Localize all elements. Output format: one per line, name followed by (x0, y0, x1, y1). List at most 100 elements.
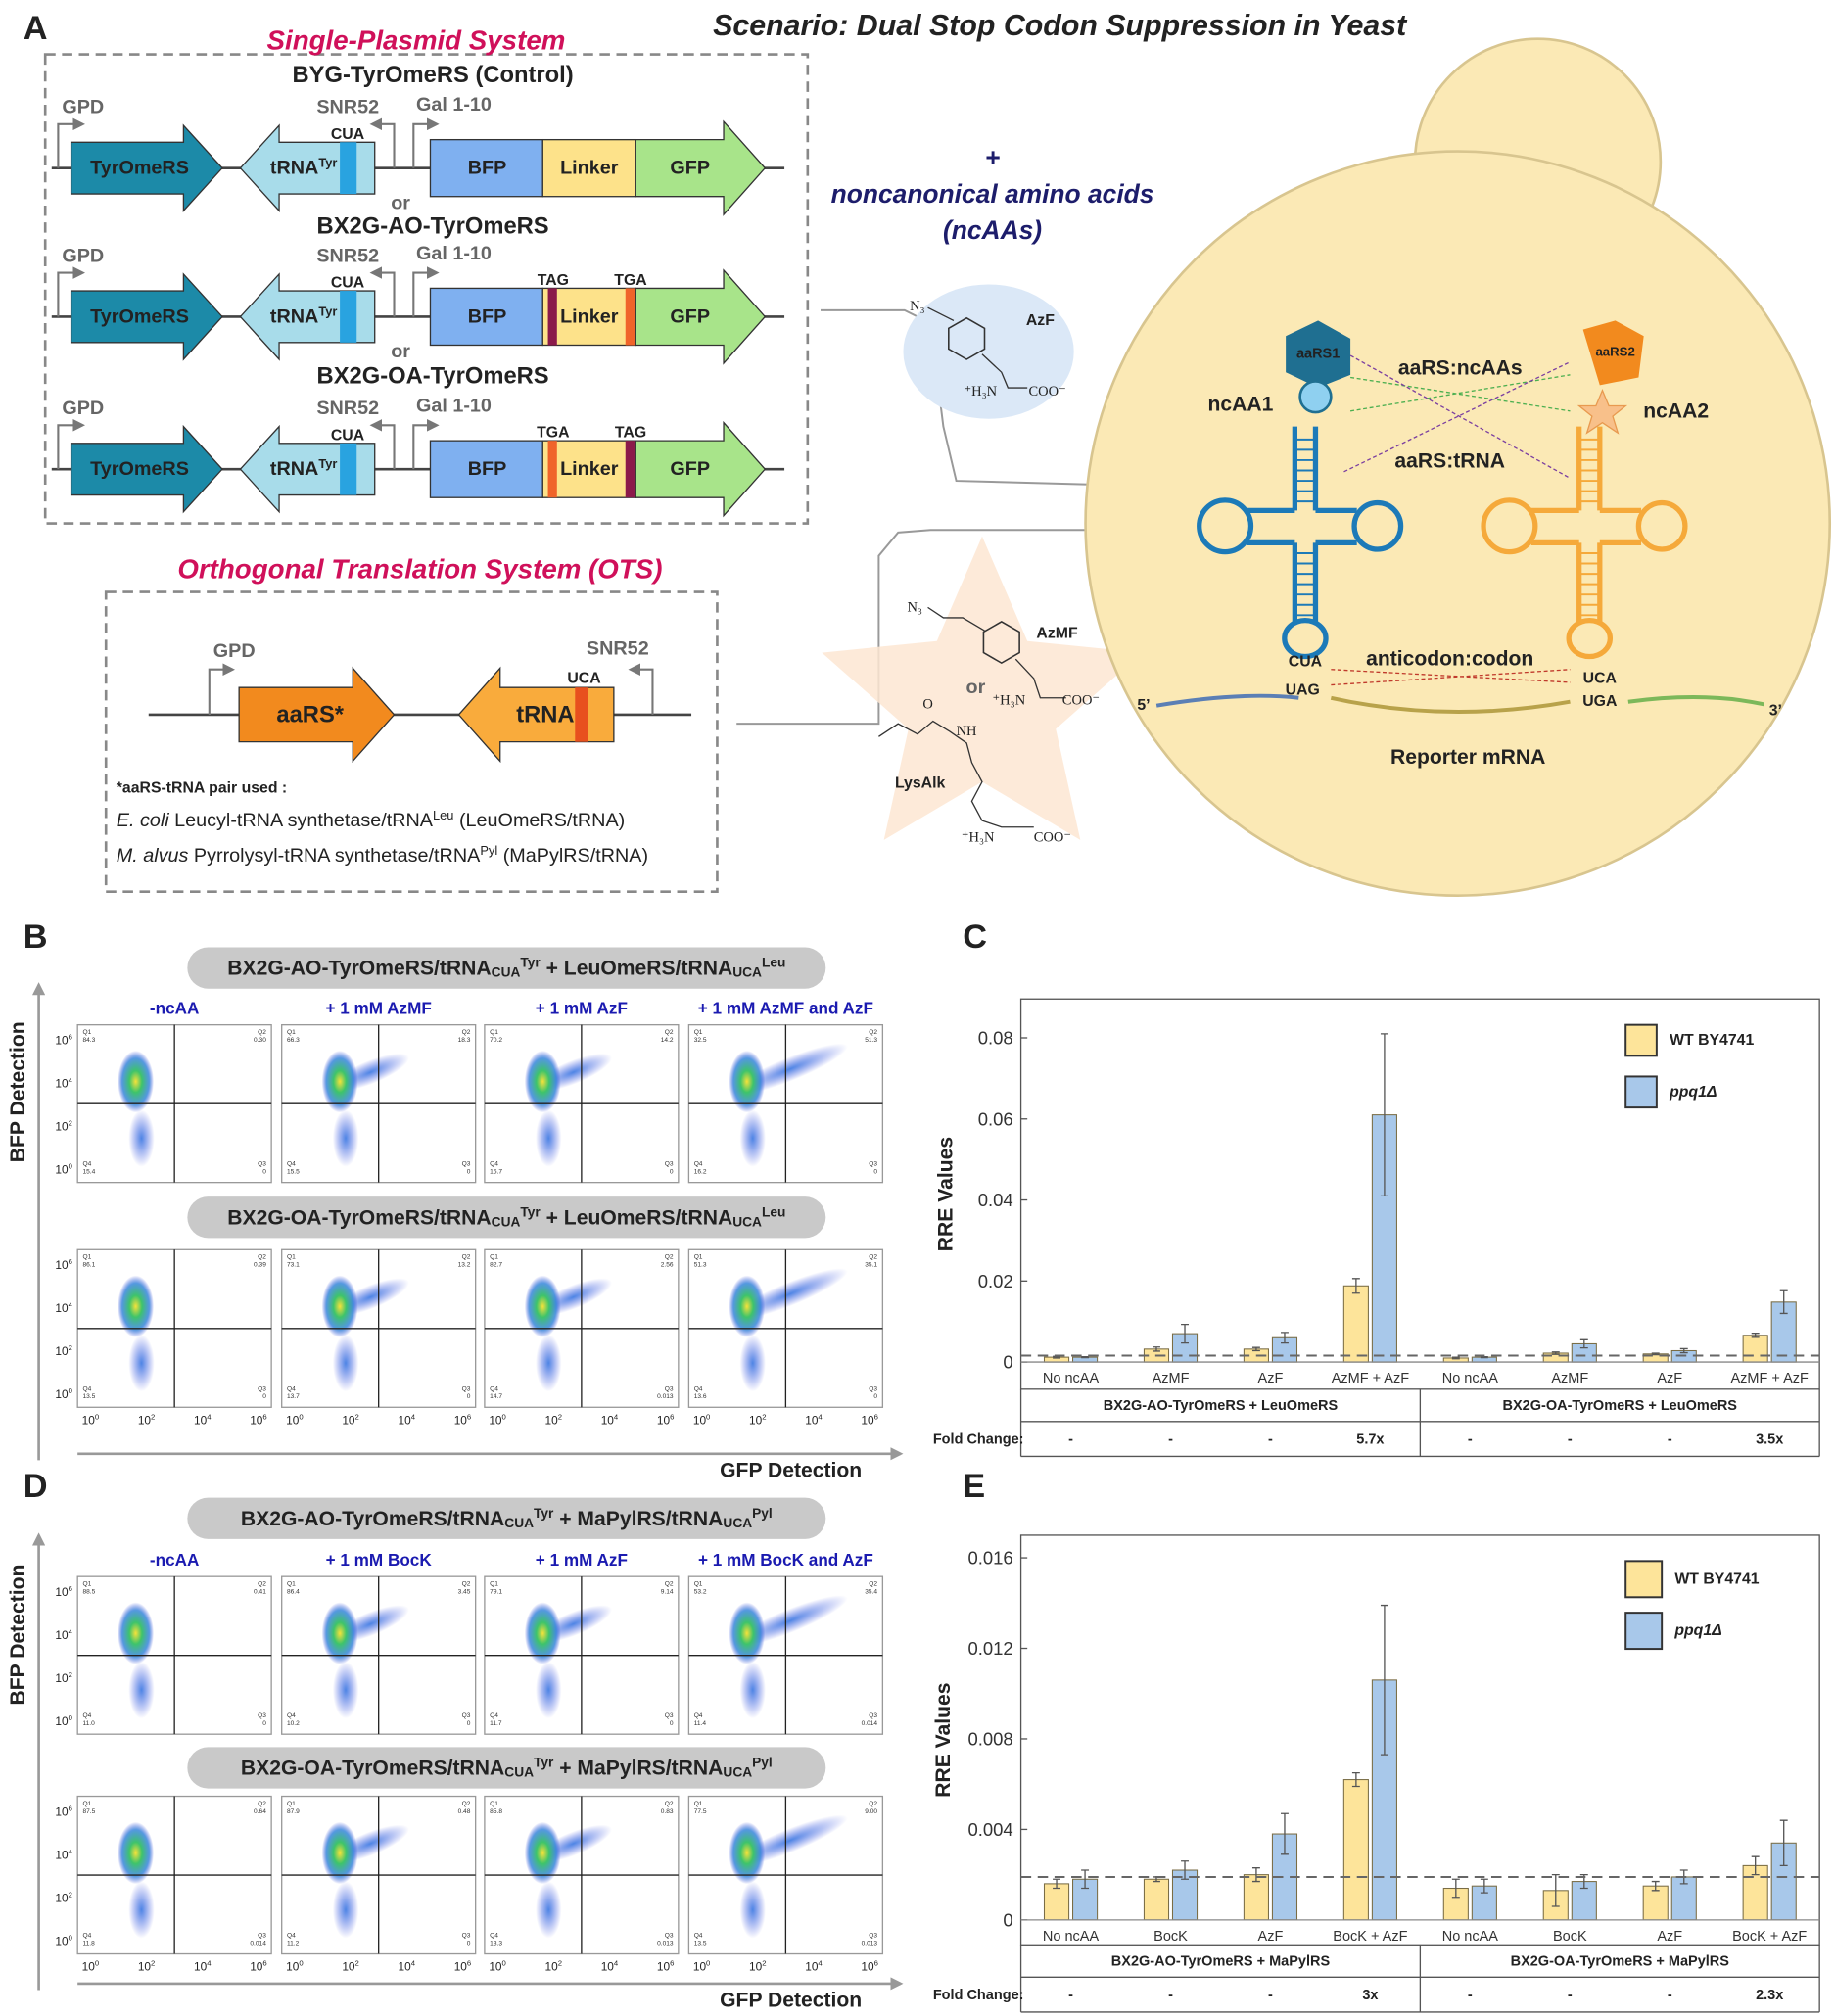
bar (1043, 1883, 1070, 1921)
quadrant-value: 73.1 (287, 1262, 300, 1269)
interaction (1343, 354, 1571, 479)
x-tick-label: 102 (749, 1959, 767, 1974)
pair-line: M. alvus Pyrrolysyl-tRNA synthetase/tRNA… (117, 843, 648, 867)
gene-label: GFP (670, 158, 710, 179)
quadrant-value: 0.83 (661, 1808, 674, 1815)
y-tick-label: 104 (55, 1848, 72, 1862)
plot-frame (1019, 998, 1820, 1390)
text-part: Leu (762, 1204, 785, 1219)
chem-label: ⁺H₃N (993, 692, 1026, 708)
error-bar (1053, 1878, 1060, 1890)
chem-label: N₃ (910, 299, 925, 314)
quadrant-value: 11.0 (82, 1720, 95, 1727)
x-tick-label: 100 (286, 1413, 304, 1428)
error-bar (1451, 1356, 1460, 1360)
trna-stem (1292, 426, 1319, 624)
quadrant-name: Q1 (490, 1801, 498, 1807)
text-part: 6 (69, 1257, 72, 1266)
mrna (1330, 695, 1571, 714)
quadrant-name: Q3 (462, 1933, 471, 1940)
quadrant-value: 85.8 (490, 1808, 502, 1815)
cell-label: ncAA2 (1643, 399, 1709, 422)
anticodon-label: UCA (1583, 670, 1618, 686)
quadrant-value: 14.7 (490, 1393, 502, 1400)
quadrant-name: Q2 (462, 1254, 471, 1261)
x-tick-label: 100 (82, 1959, 100, 1974)
text-part: E. coli (117, 810, 169, 831)
quadrant-name: Q4 (694, 1712, 703, 1719)
ring (982, 620, 1020, 665)
plasmid-box (43, 53, 810, 525)
text-part: 0 (502, 1413, 506, 1422)
legend-swatch (1624, 1023, 1658, 1057)
molecule-name: LysAlk (895, 774, 946, 791)
column-header: + 1 mM AzMF and AzF (698, 999, 873, 1018)
text-part: 0 (69, 1162, 72, 1171)
cell-cloud (321, 1275, 358, 1337)
x-tick-label: 100 (693, 1413, 711, 1428)
quadrant-value: 9.14 (661, 1589, 674, 1596)
promoter-arrow (412, 418, 440, 470)
text-part: Pyl (752, 1755, 773, 1769)
text-part: 10 (805, 1960, 819, 1974)
cell-cloud (128, 1881, 155, 1939)
promoter-label: SNR52 (316, 398, 379, 419)
text-part: 6 (670, 1959, 674, 1968)
quadrant-name: Q4 (694, 1385, 703, 1392)
construct-name: BX2G-OA-TyrOmeRS (317, 363, 549, 390)
chem-label: O (922, 696, 932, 712)
axis-label: GFP Detection (720, 1459, 862, 1481)
legend-label: ppq1Δ (1673, 1622, 1721, 1639)
quadrant-value: 77.5 (694, 1808, 707, 1815)
x-tick-label: No ncAA (1043, 1371, 1100, 1386)
quadrant-name: Q1 (287, 1801, 296, 1807)
molecule-name: AzMF (1036, 625, 1078, 641)
text-part: 2 (355, 1413, 359, 1422)
quadrant-value: 53.2 (694, 1589, 707, 1596)
text-part: tRNA (270, 458, 318, 480)
legend-swatch (1624, 1075, 1658, 1109)
anticodon-band (340, 291, 357, 343)
x-tick-label: 104 (805, 1959, 823, 1974)
error-bar (1181, 1323, 1189, 1344)
text-part: 2 (762, 1413, 766, 1422)
text-part: 10 (55, 1805, 69, 1818)
text-part: 4 (614, 1959, 619, 1968)
row-title: BX2G-OA-TyrOmeRS/tRNACUATyr + MaPylRS/tR… (241, 1755, 773, 1779)
bond (981, 353, 1028, 389)
panel-letter: C (963, 918, 987, 956)
chem-label: COO⁻ (1034, 829, 1071, 845)
quadrant-name: Q3 (665, 1385, 674, 1392)
cell-cloud (332, 1881, 359, 1939)
cell-cloud (739, 1662, 766, 1719)
title-pill (187, 1747, 826, 1789)
y-tick-label: 100 (55, 1162, 72, 1177)
quadrant-name: Q4 (694, 1933, 703, 1940)
gene-label: tRNATyr (270, 156, 338, 179)
text-part: 10 (657, 1960, 671, 1974)
column-header: + 1 mM AzMF (325, 999, 431, 1018)
cell-cloud (536, 1662, 562, 1719)
fold-change: 3x (1362, 1988, 1378, 2003)
anticodon-label: CUA (1289, 653, 1323, 670)
fold-label: Fold Change: (933, 1988, 1024, 2003)
x-tick-label: BocK + AzF (1732, 1929, 1807, 1945)
y-tick-label: 102 (55, 1343, 72, 1358)
error-bar (1380, 1604, 1388, 1756)
text-part: UCA (732, 964, 762, 979)
quadrant-value: 16.2 (694, 1169, 707, 1176)
y-tick-label: 106 (55, 1257, 72, 1272)
text-part: 10 (399, 1413, 412, 1427)
quadrant-name: Q1 (82, 1254, 91, 1261)
cell-label: ncAA1 (1207, 394, 1273, 416)
text-part: 10 (342, 1960, 355, 1974)
text-part: 10 (55, 1344, 69, 1358)
quadrant-value: 18.3 (458, 1037, 471, 1044)
text-part: (LeuOmeRS/tRNA) (453, 810, 625, 831)
group-label: BX2G-OA-TyrOmeRS + MaPylRS (1511, 1953, 1730, 1969)
error-bar (1251, 1867, 1260, 1883)
text-part: 6 (262, 1413, 266, 1422)
cell-cloud (332, 1109, 359, 1167)
text-part: 0 (706, 1413, 710, 1422)
